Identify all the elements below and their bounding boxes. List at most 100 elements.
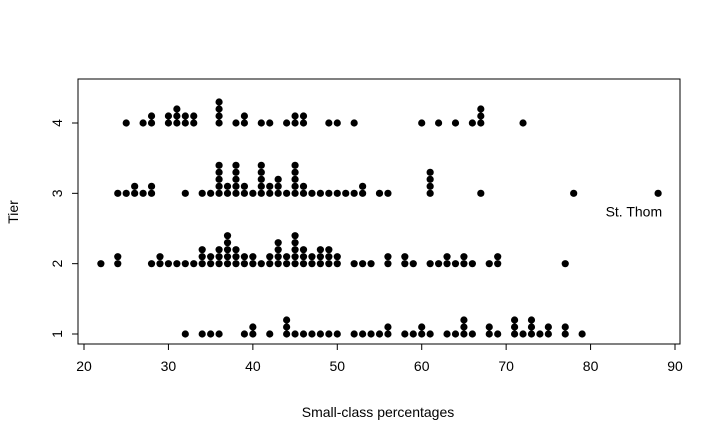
data-point xyxy=(97,260,105,268)
data-point xyxy=(299,112,308,120)
data-point xyxy=(223,260,232,268)
data-point xyxy=(240,112,249,120)
data-point xyxy=(418,119,426,127)
data-point xyxy=(409,260,417,268)
data-point xyxy=(316,330,324,338)
data-point xyxy=(316,253,324,261)
data-point xyxy=(291,253,299,261)
data-point xyxy=(401,253,409,261)
data-point xyxy=(164,260,173,268)
data-point xyxy=(198,246,206,254)
data-point xyxy=(164,119,173,127)
data-point xyxy=(215,112,223,120)
data-point xyxy=(147,260,156,268)
data-point xyxy=(510,330,519,338)
data-point xyxy=(426,168,434,176)
data-point xyxy=(325,119,333,127)
data-point xyxy=(375,330,384,338)
data-point xyxy=(232,182,240,190)
data-point xyxy=(207,260,215,268)
data-point xyxy=(384,330,392,338)
x-tick-label: 80 xyxy=(583,358,599,374)
data-point xyxy=(223,182,232,190)
data-point xyxy=(215,182,223,190)
data-point xyxy=(409,330,417,338)
x-tick-label: 70 xyxy=(498,358,514,374)
data-point xyxy=(181,260,189,268)
data-point xyxy=(249,253,257,261)
data-point xyxy=(266,182,274,190)
data-point xyxy=(451,119,460,127)
data-point xyxy=(266,119,274,127)
data-point xyxy=(333,260,341,268)
data-point xyxy=(249,323,257,331)
data-point xyxy=(494,260,502,268)
data-point xyxy=(401,260,409,268)
data-point xyxy=(215,175,223,183)
data-point xyxy=(232,253,240,261)
data-point xyxy=(460,323,468,331)
data-point xyxy=(316,246,324,254)
data-point xyxy=(367,330,375,338)
data-point xyxy=(308,260,316,268)
data-point xyxy=(232,119,240,127)
data-point xyxy=(485,260,493,268)
data-point xyxy=(325,260,333,268)
data-point xyxy=(350,189,358,197)
data-point xyxy=(181,112,189,120)
data-point xyxy=(207,189,215,197)
data-point xyxy=(198,189,206,197)
data-point xyxy=(283,330,291,338)
data-point xyxy=(333,253,341,261)
data-point xyxy=(249,260,257,268)
data-point xyxy=(308,330,316,338)
data-points xyxy=(97,98,662,338)
data-point xyxy=(131,182,139,190)
data-point xyxy=(215,119,223,127)
data-point xyxy=(232,161,240,169)
x-tick-label: 60 xyxy=(414,358,430,374)
data-point xyxy=(147,182,156,190)
data-point xyxy=(291,232,299,240)
data-point xyxy=(266,260,274,268)
data-point xyxy=(443,253,451,261)
data-point xyxy=(384,260,392,268)
data-point xyxy=(207,330,215,338)
data-point xyxy=(223,239,232,247)
data-point xyxy=(215,253,223,261)
data-point xyxy=(291,260,299,268)
data-point xyxy=(418,330,426,338)
data-point xyxy=(299,189,308,197)
data-point xyxy=(527,330,536,338)
data-point xyxy=(291,161,299,169)
y-tick-label: 4 xyxy=(49,119,65,127)
data-point xyxy=(147,119,156,127)
data-point xyxy=(510,316,519,324)
data-point xyxy=(443,260,451,268)
data-point xyxy=(519,119,527,127)
data-point xyxy=(283,253,291,261)
data-point xyxy=(316,260,324,268)
data-point xyxy=(283,316,291,324)
data-point xyxy=(249,330,257,338)
data-point xyxy=(190,260,198,268)
data-point xyxy=(114,253,122,261)
data-point xyxy=(274,246,282,254)
x-tick-label: 40 xyxy=(245,358,261,374)
data-point xyxy=(223,246,232,254)
annotations: St. Thom xyxy=(606,203,663,219)
y-axis-label: Tier xyxy=(5,200,21,224)
data-point xyxy=(223,189,232,197)
data-point xyxy=(325,253,333,261)
data-point xyxy=(477,119,485,127)
data-point xyxy=(350,119,358,127)
data-point xyxy=(173,112,181,120)
data-point xyxy=(122,119,130,127)
y-axis: 1 2 3 4 xyxy=(49,119,79,338)
data-point xyxy=(257,260,265,268)
data-point xyxy=(190,112,198,120)
data-point xyxy=(215,330,223,338)
data-point xyxy=(223,232,232,240)
data-point xyxy=(198,330,206,338)
data-point xyxy=(147,189,156,197)
